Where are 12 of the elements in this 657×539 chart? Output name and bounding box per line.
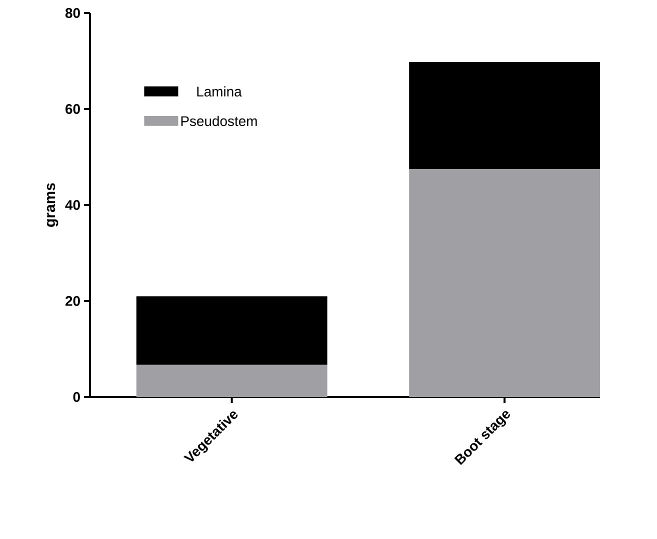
y-tick-label: 20 bbox=[65, 296, 80, 306]
y-tick-label: 60 bbox=[66, 104, 80, 114]
bar bbox=[409, 62, 600, 169]
bar bbox=[409, 168, 600, 397]
y-axis-title: grams bbox=[46, 183, 58, 227]
legend-label: Pseudostem bbox=[181, 116, 257, 126]
y-tick-label: 0 bbox=[73, 392, 80, 402]
legend-label: Lamina bbox=[197, 86, 242, 97]
y-tick-label: 40 bbox=[65, 200, 80, 210]
bar bbox=[136, 364, 328, 397]
y-tick-label: 80 bbox=[65, 8, 80, 18]
bar bbox=[136, 296, 328, 365]
